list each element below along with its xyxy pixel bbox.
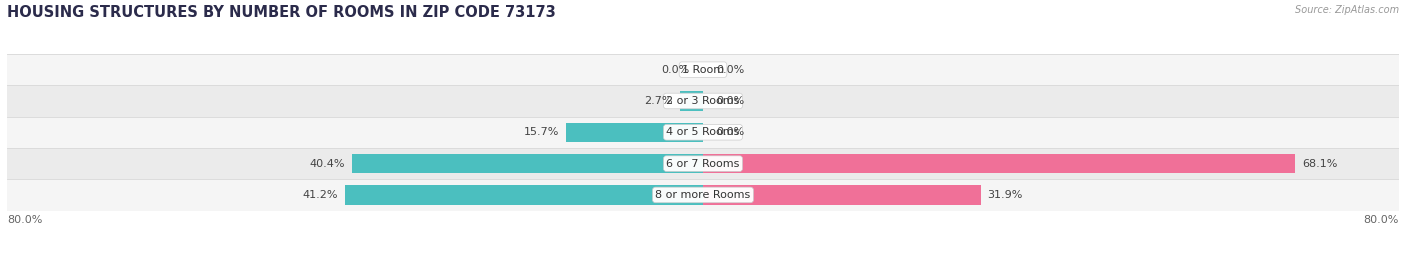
Text: 2.7%: 2.7% xyxy=(644,96,672,106)
Text: 6 or 7 Rooms: 6 or 7 Rooms xyxy=(666,158,740,169)
Bar xyxy=(703,154,1295,173)
Text: 68.1%: 68.1% xyxy=(1302,158,1337,169)
Text: 0.0%: 0.0% xyxy=(716,127,744,137)
Bar xyxy=(7,54,1399,85)
Text: 15.7%: 15.7% xyxy=(524,127,560,137)
Bar xyxy=(7,148,1399,179)
Text: 80.0%: 80.0% xyxy=(1364,215,1399,225)
Bar xyxy=(679,91,703,111)
Bar xyxy=(7,85,1399,117)
Bar xyxy=(344,185,703,205)
Bar xyxy=(703,185,980,205)
Text: HOUSING STRUCTURES BY NUMBER OF ROOMS IN ZIP CODE 73173: HOUSING STRUCTURES BY NUMBER OF ROOMS IN… xyxy=(7,5,555,21)
Text: 40.4%: 40.4% xyxy=(309,158,344,169)
Bar xyxy=(352,154,703,173)
Text: 2 or 3 Rooms: 2 or 3 Rooms xyxy=(666,96,740,106)
Text: 0.0%: 0.0% xyxy=(716,96,744,106)
Text: 1 Room: 1 Room xyxy=(682,65,724,75)
Text: 0.0%: 0.0% xyxy=(662,65,690,75)
Bar xyxy=(7,117,1399,148)
Text: 4 or 5 Rooms: 4 or 5 Rooms xyxy=(666,127,740,137)
Text: 0.0%: 0.0% xyxy=(716,65,744,75)
Legend: Owner-occupied, Renter-occupied: Owner-occupied, Renter-occupied xyxy=(575,268,831,270)
Bar xyxy=(7,179,1399,211)
Text: Source: ZipAtlas.com: Source: ZipAtlas.com xyxy=(1295,5,1399,15)
Text: 41.2%: 41.2% xyxy=(302,190,337,200)
Text: 8 or more Rooms: 8 or more Rooms xyxy=(655,190,751,200)
Text: 80.0%: 80.0% xyxy=(7,215,42,225)
Bar xyxy=(567,123,703,142)
Text: 31.9%: 31.9% xyxy=(987,190,1022,200)
